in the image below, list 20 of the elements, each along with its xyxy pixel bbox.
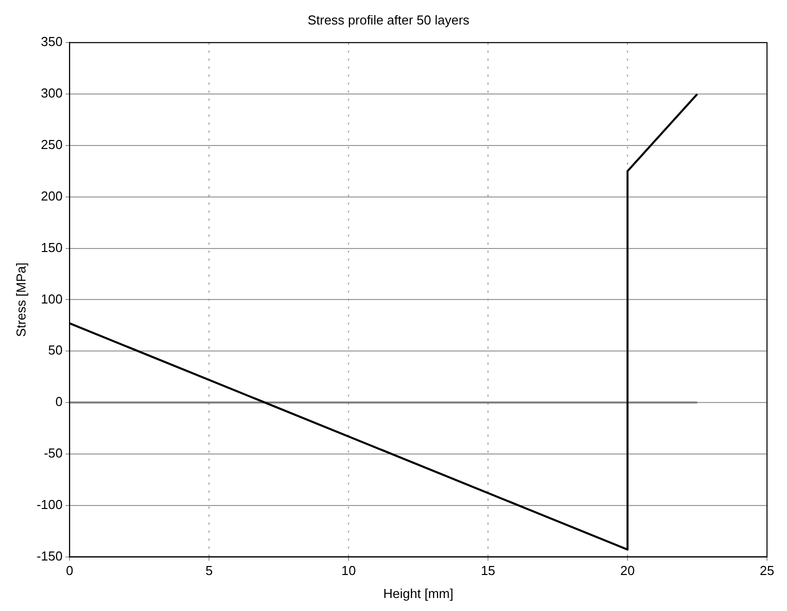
y-tick-label: 200: [40, 188, 63, 204]
x-axis-title: Height [mm]: [383, 586, 454, 601]
x-tick-label: 20: [620, 563, 635, 578]
chart-title: Stress profile after 50 layers: [308, 12, 470, 28]
y-tick-label: 300: [40, 86, 63, 101]
y-tick-label: 0: [55, 394, 63, 410]
x-tick-label: 5: [205, 563, 213, 578]
y-axis-title: Stress [MPa]: [13, 262, 28, 337]
y-tick-label: 150: [40, 240, 63, 255]
y-tick-label: -150: [36, 548, 63, 564]
x-tick-label: 15: [480, 563, 496, 578]
x-tick-label: 25: [760, 563, 774, 578]
y-tick-label: 250: [40, 137, 63, 152]
y-tick-label: 350: [40, 34, 63, 50]
y-tick-label: 50: [48, 342, 63, 358]
y-tick-label: -100: [36, 496, 63, 512]
y-tick-label: 100: [40, 291, 63, 306]
x-tick-label: 10: [341, 563, 356, 578]
y-tick-label: -50: [44, 446, 63, 461]
x-tick-label: 0: [66, 563, 74, 578]
